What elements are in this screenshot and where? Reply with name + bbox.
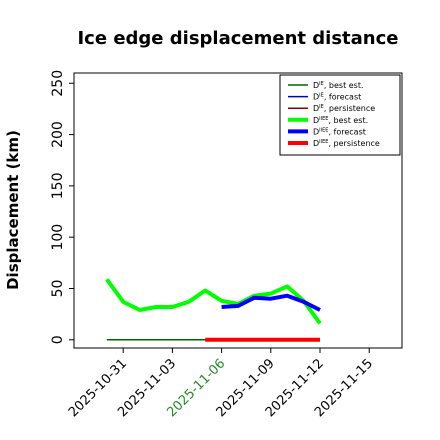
y-axis-label: Displacement (km) (4, 130, 22, 290)
y-axis: 0 50 100 150 200 250 (50, 70, 74, 344)
legend-label-0: DIE, best est. (313, 81, 364, 90)
y-tick-label: 100 (50, 224, 66, 251)
legend-label-1: DIE, forecast (313, 93, 361, 102)
series-line-3 (105, 278, 322, 325)
series-line-4 (221, 293, 321, 312)
y-tick-label: 200 (50, 121, 66, 148)
x-axis: 2025-10-312025-11-032025-11-062025-11-09… (66, 348, 376, 420)
plot-frame (73, 72, 403, 349)
y-tick-label: 250 (50, 70, 66, 97)
legend-label-3: DIIEE, best est. (313, 116, 368, 125)
y-tick-label: 50 (50, 280, 66, 298)
y-tick-label: 150 (50, 173, 66, 200)
series-layer (105, 278, 322, 342)
chart-title: Ice edge displacement distance (77, 28, 398, 49)
y-tick-label: 0 (50, 335, 66, 344)
legend: DIE, best est. DIE, forecast DIE, persiste… (279, 74, 401, 156)
legend-label-5: DIIEE, persistence (313, 139, 380, 148)
legend-label-2: DIE, persistence (313, 104, 375, 113)
legend-label-4: DIIEE, forecast (313, 127, 366, 136)
